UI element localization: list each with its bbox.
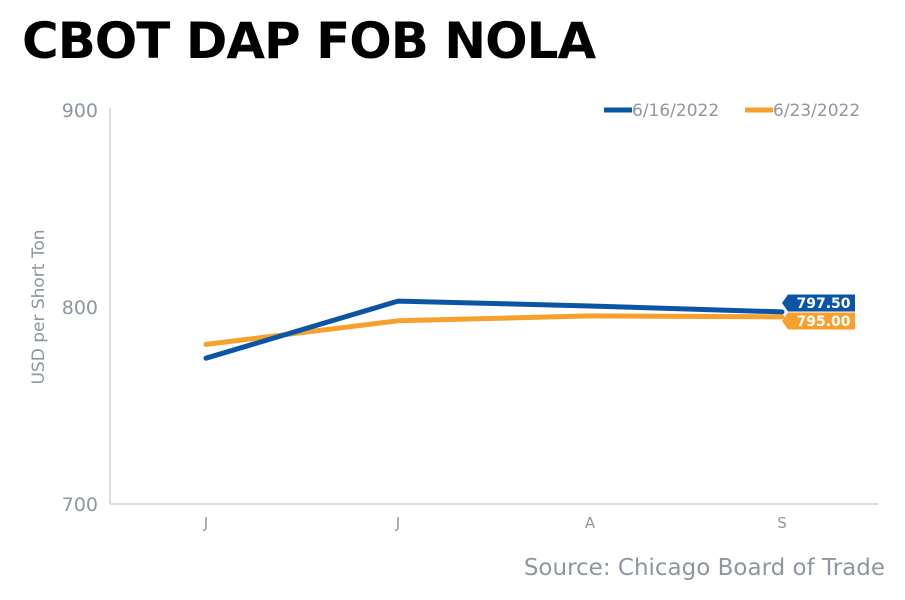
x-tick-label: J [395,514,400,532]
axes [109,108,878,505]
legend-label: 6/16/2022 [632,101,719,121]
end-label-box [782,294,855,312]
y-axis-label: USD per Short Ton [29,229,49,384]
y-tick-label: 900 [62,100,98,122]
x-tick-label: J [203,514,208,532]
end-labels: 797.50 795.00 [782,294,855,330]
chart-title: CBOT DAP FOB NOLA [22,12,596,70]
end-label-box [782,312,855,330]
source-note: Source: Chicago Board of Trade [523,555,885,581]
series-lines [203,298,785,361]
legend: 6/16/2022 6/23/2022 [604,101,860,121]
series-line-6-16-2022 [203,298,785,361]
end-label-value: 795.00 [796,314,850,330]
y-tick-labels: 700 800 900 [62,100,98,516]
series-line-6-23-2022 [203,313,785,347]
end-label-value: 797.50 [796,296,850,312]
y-tick-label: 700 [62,494,98,516]
y-tick-label: 800 [62,297,98,319]
x-tick-label: S [777,514,787,532]
x-tick-label: A [585,514,596,532]
legend-label: 6/23/2022 [773,101,860,121]
